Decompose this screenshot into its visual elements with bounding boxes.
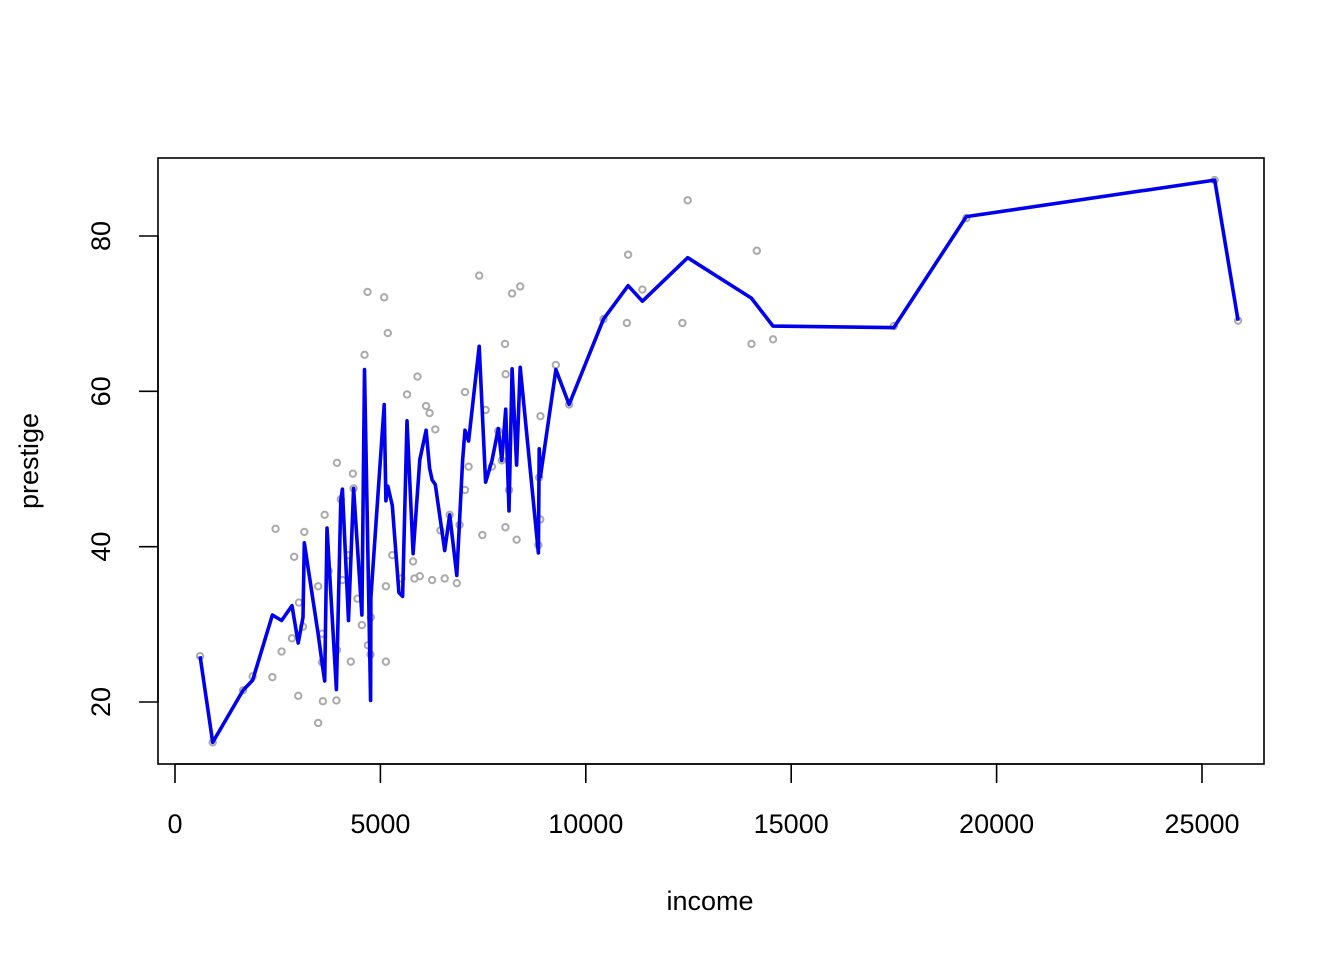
data-point [440, 574, 449, 583]
data-point [474, 271, 484, 280]
data-point [478, 530, 487, 540]
x-tick-label: 0 [167, 809, 182, 839]
y-tick-label: 40 [86, 532, 116, 562]
series-line [198, 178, 1240, 745]
data-point [460, 387, 470, 397]
data-point [683, 196, 692, 205]
data-point [768, 335, 778, 344]
x-tick-label: 15000 [754, 809, 829, 839]
data-point [464, 462, 473, 471]
data-point [383, 328, 392, 338]
data-point [638, 285, 647, 294]
smooth-line-layer [198, 178, 1240, 745]
y-tick-label: 20 [86, 687, 116, 717]
data-point [507, 289, 517, 298]
x-axis: 0 5000 10000 15000 20000 25000 [167, 763, 1240, 839]
data-point [501, 370, 510, 379]
data-point [287, 634, 297, 643]
data-point [318, 697, 328, 706]
data-point [747, 339, 756, 349]
data-point [512, 535, 521, 544]
y-axis-title: prestige [14, 413, 44, 509]
data-point [363, 287, 372, 297]
x-tick-label: 5000 [350, 809, 410, 839]
data-point [431, 425, 440, 434]
data-point [622, 318, 632, 328]
data-point [678, 318, 687, 328]
data-point [348, 469, 358, 478]
data-point [277, 647, 286, 656]
data-point [313, 718, 323, 728]
data-point [381, 657, 391, 666]
data-point [427, 575, 437, 585]
data-point [332, 458, 342, 467]
x-tick-label: 20000 [959, 809, 1034, 839]
data-point [551, 360, 561, 370]
data-point [332, 696, 341, 705]
data-point [320, 510, 329, 520]
data-point [294, 598, 304, 607]
data-point [360, 350, 369, 360]
data-point [752, 246, 762, 255]
data-point [623, 250, 633, 259]
data-point [402, 390, 412, 399]
data-point [408, 557, 418, 566]
data-point [536, 411, 545, 421]
x-tick-label: 10000 [548, 809, 623, 839]
data-point [313, 582, 323, 591]
data-point [379, 293, 389, 302]
y-tick-label: 60 [86, 376, 116, 406]
data-point [289, 552, 299, 561]
data-point [346, 657, 356, 666]
y-tick-label: 80 [86, 221, 116, 251]
data-point [501, 523, 510, 532]
data-point [381, 582, 391, 591]
data-point [415, 571, 424, 581]
data-point [421, 401, 431, 411]
data-point [268, 672, 277, 682]
data-point [357, 620, 367, 630]
data-point [500, 339, 510, 349]
data-point [413, 372, 422, 381]
x-tick-label: 25000 [1164, 809, 1239, 839]
scatter-points [195, 175, 1243, 747]
data-point [294, 691, 303, 700]
data-point [271, 524, 280, 534]
y-axis: 20 40 60 80 [86, 221, 159, 717]
x-axis-title: income [666, 886, 753, 916]
data-point [452, 578, 462, 588]
data-point [425, 408, 434, 418]
data-point [515, 282, 525, 291]
data-point [300, 527, 309, 537]
